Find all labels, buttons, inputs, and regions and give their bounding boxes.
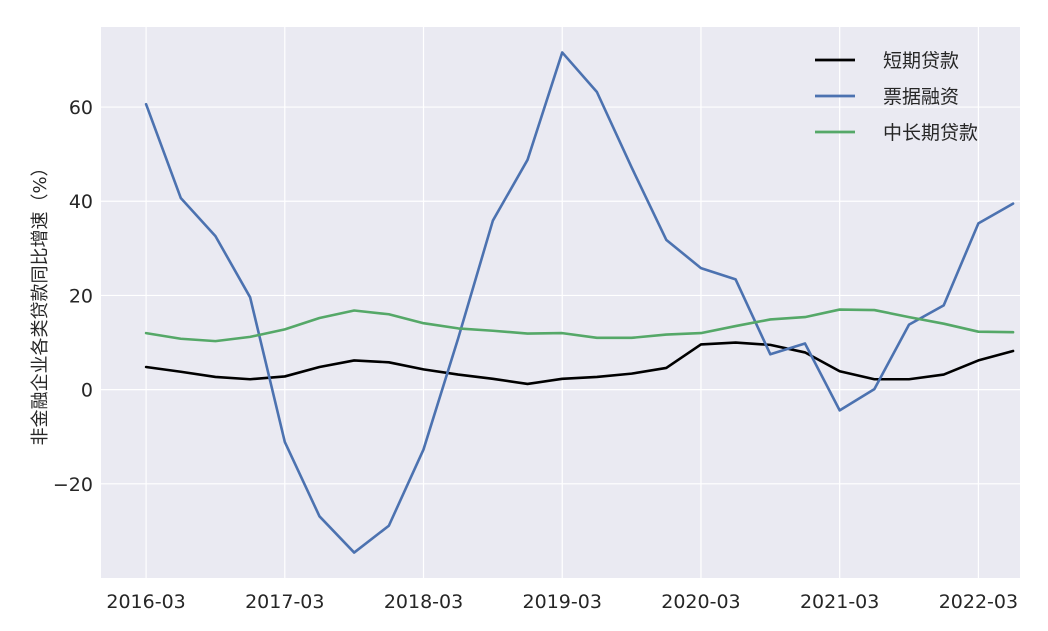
y-tick-label: 0	[81, 380, 93, 402]
x-tick-label: 2020-03	[661, 591, 740, 613]
x-tick-label: 2017-03	[245, 591, 324, 613]
y-tick-label: −20	[53, 474, 93, 496]
series-line-2	[144, 308, 1015, 343]
legend-label: 票据融资	[883, 86, 959, 108]
legend-label: 短期贷款	[883, 50, 959, 72]
legend-label: 中长期贷款	[883, 122, 978, 144]
x-tick-label: 2016-03	[106, 591, 185, 613]
y-tick-label: 20	[69, 285, 93, 307]
y-axis-ticks: −20 0 20 40 60	[53, 97, 93, 496]
x-tick-label: 2021-03	[800, 591, 879, 613]
y-tick-label: 60	[69, 97, 93, 119]
x-tick-label: 2022-03	[939, 591, 1018, 613]
series-lines	[144, 51, 1015, 554]
y-axis-label: 非金融企业各类贷款同比增速（%）	[30, 158, 51, 445]
plot-area	[101, 27, 1020, 578]
x-axis-ticks: 2016-03 2017-03 2018-03 2019-03 2020-03 2021-…	[106, 591, 1018, 613]
grid	[101, 27, 1020, 578]
x-tick-label: 2018-03	[384, 591, 463, 613]
series-line-0	[144, 341, 1015, 386]
y-tick-label: 40	[69, 191, 93, 213]
x-tick-label: 2019-03	[523, 591, 602, 613]
series-line-1	[144, 51, 1015, 554]
